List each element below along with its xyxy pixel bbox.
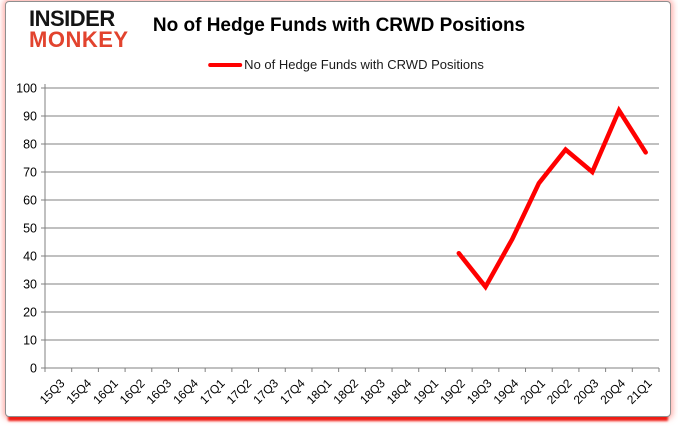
y-axis-label: 100 (16, 82, 37, 96)
y-axis-label: 60 (23, 194, 37, 208)
x-axis-label: 15Q3 (37, 376, 68, 407)
x-axis-label: 19Q1 (411, 376, 442, 407)
y-axis-labels: 0 10 20 30 40 50 60 70 80 90 100 (16, 82, 37, 376)
y-axis-label: 90 (23, 110, 37, 124)
x-axis-label: 19Q2 (437, 376, 468, 407)
y-axis-label: 80 (23, 138, 37, 152)
x-axis-label: 20Q3 (571, 376, 602, 407)
logo-text-insider: INSIDER (29, 6, 115, 31)
legend-label: No of Hedge Funds with CRWD Positions (244, 57, 484, 72)
x-axis-label: 20Q2 (544, 376, 575, 407)
x-axis-label: 20Q1 (517, 376, 548, 407)
chart-frame (5, 1, 671, 417)
x-axis-label: 17Q1 (197, 376, 228, 407)
x-axis-label: 17Q3 (250, 376, 281, 407)
x-axis-label: 19Q4 (491, 376, 522, 407)
insider-monkey-logo: INSIDER MONKEY (29, 6, 129, 52)
x-axis-label: 18Q2 (330, 376, 361, 407)
x-axis-label: 16Q1 (90, 376, 121, 407)
x-axis-labels: 15Q315Q416Q116Q216Q316Q417Q117Q217Q317Q4… (37, 376, 655, 407)
x-axis-label: 19Q3 (464, 376, 495, 407)
y-axis-label: 0 (30, 362, 37, 376)
legend-line-marker (208, 62, 243, 67)
series-line (456, 105, 648, 291)
y-axis-label: 30 (23, 278, 37, 292)
y-axis-label: 10 (23, 334, 37, 348)
x-axis-label: 17Q2 (224, 376, 255, 407)
x-axis-label: 15Q4 (64, 376, 95, 407)
logo-text-monkey: MONKEY (29, 26, 129, 52)
x-axis-label: 17Q4 (277, 376, 308, 407)
x-axis-label: 16Q4 (170, 376, 201, 407)
chart-title: No of Hedge Funds with CRWD Positions (152, 15, 526, 36)
legend: No of Hedge Funds with CRWD Positions (208, 57, 484, 72)
y-axis-label: 40 (23, 250, 37, 264)
y-axis-label: 50 (23, 222, 37, 236)
x-axis-label: 16Q3 (144, 376, 175, 407)
x-axis-label: 21Q1 (624, 376, 655, 407)
x-axis-label: 20Q4 (597, 376, 628, 407)
x-axis-label: 18Q3 (357, 376, 388, 407)
axes (41, 84, 660, 372)
x-axis-label: 18Q1 (304, 376, 335, 407)
y-axis-label: 70 (23, 166, 37, 180)
x-axis-label: 16Q2 (117, 376, 148, 407)
y-axis-label: 20 (23, 306, 37, 320)
x-axis-label: 18Q4 (384, 376, 415, 407)
y-gridlines (45, 87, 659, 341)
